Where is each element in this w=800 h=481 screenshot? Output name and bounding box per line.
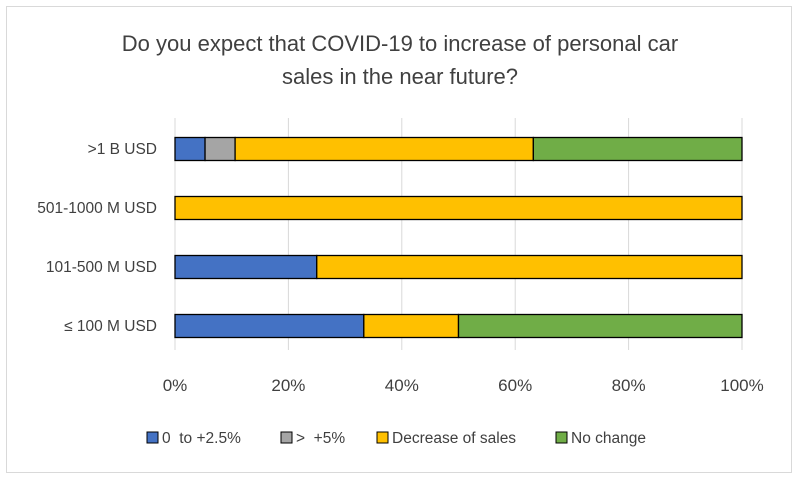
legend-label: > +5% [296, 430, 345, 447]
bar-segment-decrease-of-sales-row-2 [316, 254, 743, 280]
category-label: ≤ 100 M USD [64, 318, 157, 335]
bar-segment-decrease-of-sales-row-1 [174, 195, 743, 221]
x-tick-label: 20% [271, 376, 305, 395]
legend-swatch [555, 431, 568, 444]
x-tick-label: 40% [385, 376, 419, 395]
category-label: 501-1000 M USD [37, 200, 157, 217]
legend-swatch [146, 431, 159, 444]
x-tick-labels: 0% 20% 40% 60% 80% 100% [163, 376, 764, 395]
bar-segment-0-to-2-5-row-3 [174, 313, 365, 339]
bar-segment-decrease-of-sales-row-3 [363, 313, 460, 339]
chart-title-line-2: sales in the near future? [282, 64, 518, 89]
bar-segment-5-row-0 [204, 136, 236, 162]
category-label: >1 B USD [88, 141, 157, 158]
bar-segment-0-to-2-5-row-0 [174, 136, 206, 162]
legend-label: No change [571, 430, 646, 447]
chart-frame [6, 6, 792, 473]
legend-swatch [280, 431, 293, 444]
bar-segment-0-to-2-5-row-2 [174, 254, 318, 280]
legend-label: 0 to +2.5% [162, 430, 241, 447]
bar-segment-no-change-row-0 [532, 136, 743, 162]
x-tick-label: 0% [163, 376, 188, 395]
legend: 0 to +2.5% > +5% Decrease of sales No chang… [146, 430, 646, 447]
legend-label: Decrease of sales [392, 430, 516, 447]
bars [174, 136, 743, 339]
category-label: 101-500 M USD [46, 259, 157, 276]
chart-title: Do you expect that COVID-19 to increase … [122, 31, 678, 89]
bar-segment-no-change-row-3 [457, 313, 743, 339]
category-labels: >1 B USD 501-1000 M USD 101-500 M USD ≤ 100… [37, 141, 157, 335]
x-tick-label: 60% [498, 376, 532, 395]
bar-segment-decrease-of-sales-row-0 [234, 136, 534, 162]
legend-swatch [376, 431, 389, 444]
chart-title-line-1: Do you expect that COVID-19 to increase … [122, 31, 678, 56]
x-tick-label: 100% [720, 376, 763, 395]
x-tick-label: 80% [612, 376, 646, 395]
